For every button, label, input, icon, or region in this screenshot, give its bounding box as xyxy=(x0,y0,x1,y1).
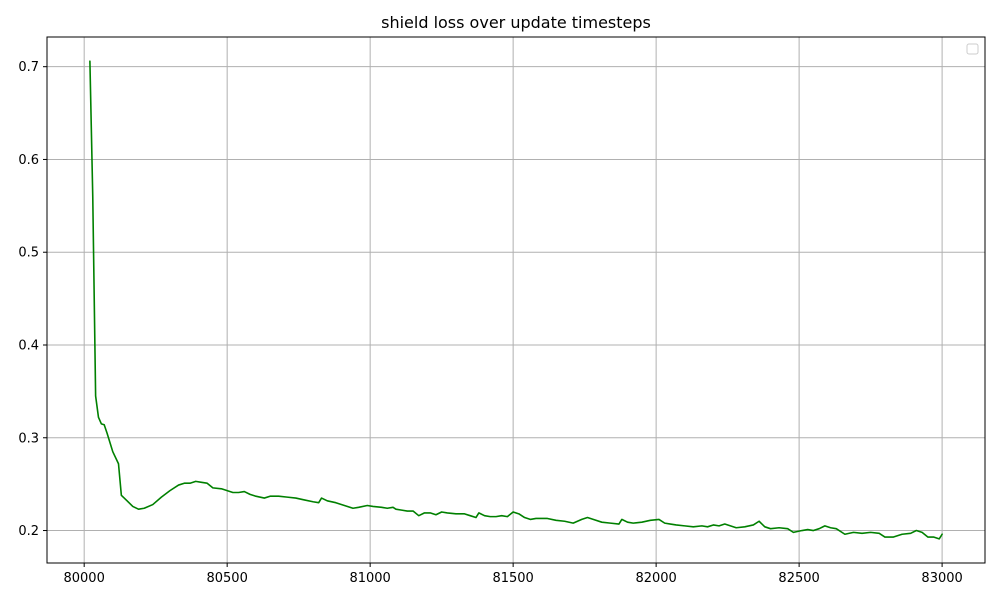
x-tick-label: 82000 xyxy=(635,571,676,586)
x-tick-label: 81000 xyxy=(349,571,390,586)
chart-title: shield loss over update timesteps xyxy=(381,13,651,32)
x-tick-label: 80500 xyxy=(206,571,247,586)
y-tick-label: 0.6 xyxy=(18,153,39,168)
y-tick-label: 0.2 xyxy=(18,524,39,539)
x-tick-label: 83000 xyxy=(921,571,962,586)
plot-frame xyxy=(46,36,986,564)
x-tick-label: 80000 xyxy=(63,571,104,586)
series-layer xyxy=(89,60,943,540)
y-tick-label: 0.7 xyxy=(18,60,39,75)
ticks: 80000 80500 81000 81500 82000 82500 83000 0.2 0.… xyxy=(18,60,962,586)
y-tick-label: 0.5 xyxy=(18,246,39,261)
plot-area xyxy=(47,37,985,563)
series-line xyxy=(89,60,943,540)
x-tick-label: 81500 xyxy=(492,571,533,586)
grid xyxy=(47,37,985,563)
y-tick-label: 0.3 xyxy=(18,431,39,446)
x-tick-label: 82500 xyxy=(778,571,819,586)
legend-box xyxy=(966,43,979,55)
y-tick-label: 0.4 xyxy=(18,338,39,353)
